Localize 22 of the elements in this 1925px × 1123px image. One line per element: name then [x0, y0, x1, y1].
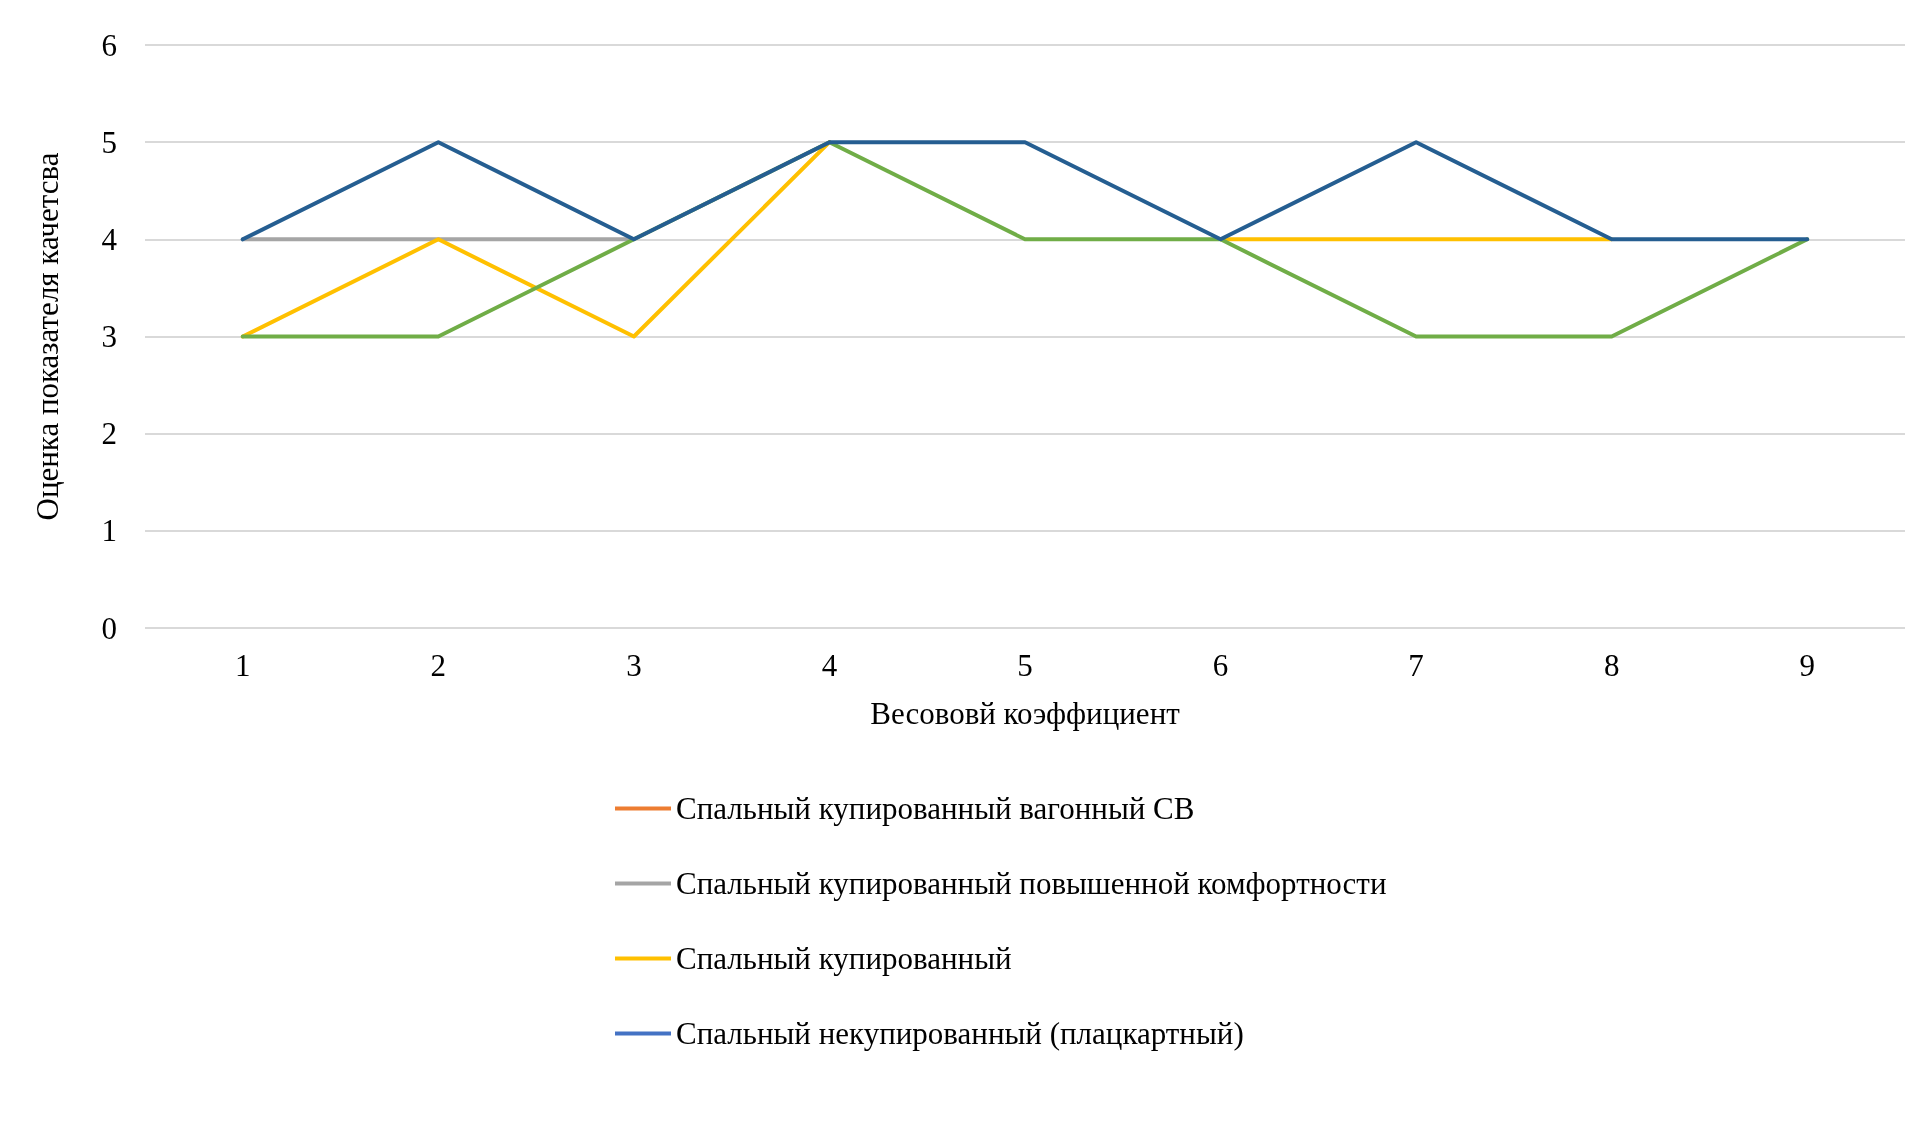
x-tick-label: 8	[1603, 648, 1620, 683]
x-tick-label: 6	[1212, 648, 1229, 683]
x-tick-label: 3	[626, 648, 642, 683]
legend-label: Спальный купированный повышенной комфортности	[676, 866, 1387, 901]
y-tick-label: 2	[101, 416, 117, 452]
legend-label: Спальный купированный	[676, 941, 1012, 976]
y-tick-label: 4	[101, 221, 118, 257]
x-tick-label: 7	[1408, 648, 1424, 683]
y-tick-label: 0	[101, 610, 117, 646]
x-tick-label: 5	[1017, 648, 1033, 683]
y-axis-title: Оценка показателя качетсва	[30, 152, 65, 521]
y-tick-label: 1	[101, 513, 117, 549]
legend-label: Спальный некупированный (плацкартный)	[676, 1016, 1244, 1051]
y-tick-label: 6	[101, 27, 117, 63]
x-tick-label: 1	[235, 648, 251, 683]
x-tick-label: 2	[430, 648, 447, 683]
x-tick-label: 4	[821, 648, 838, 683]
legend-label: Спальный купированный вагонный СВ	[676, 791, 1195, 826]
x-axis-title: Весововй коэффициент	[870, 696, 1181, 731]
y-tick-label: 5	[101, 124, 117, 160]
y-tick-label: 3	[101, 319, 117, 354]
x-tick-label: 9	[1799, 648, 1815, 683]
